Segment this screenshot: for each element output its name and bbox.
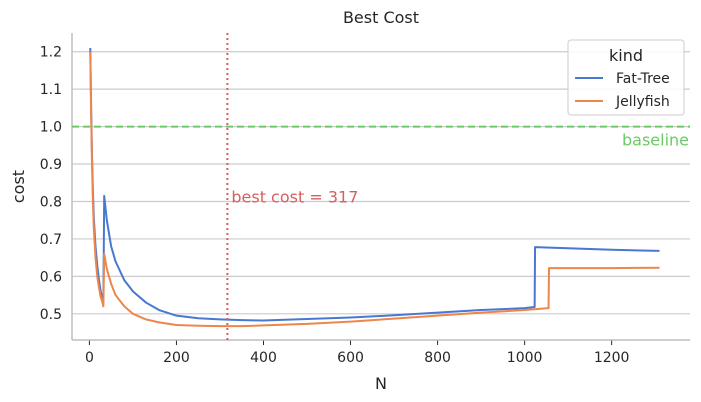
y-tick-label: 0.6 — [40, 269, 62, 285]
axes — [71, 33, 690, 345]
series-line-jellyfish — [89, 51, 660, 328]
y-tick-label: 0.7 — [40, 232, 62, 248]
y-tick-labels: 0.5 0.6 0.7 0.8 0.9 1.0 1.1 1.2 — [40, 45, 62, 323]
legend-entry-label: Jellyfish — [615, 94, 670, 110]
y-tick-label: 0.9 — [40, 157, 62, 173]
y-tick-label: 0.5 — [40, 307, 62, 323]
x-tick-label: 600 — [337, 350, 364, 366]
x-tick-label: 1200 — [594, 350, 630, 366]
best-cost-label: best cost = 317 — [231, 187, 358, 206]
x-axis-title: N — [375, 374, 387, 393]
x-tick-label: 0 — [85, 350, 94, 366]
x-tick-labels: 0 200 400 600 800 1000 1200 — [85, 350, 630, 366]
legend: kind Fat-Tree Jellyfish — [567, 39, 685, 116]
y-tick-label: 1.1 — [40, 82, 62, 98]
baseline-label: baseline — [622, 131, 689, 150]
plot-area — [89, 47, 660, 328]
y-axis-title: cost — [9, 170, 28, 203]
y-tick-label: 1.0 — [40, 120, 62, 136]
x-tick-label: 1000 — [507, 350, 543, 366]
y-tick-label: 1.2 — [40, 45, 62, 61]
legend-title: kind — [609, 46, 643, 65]
legend-entry-label: Fat-Tree — [616, 71, 670, 87]
x-tick-label: 400 — [250, 350, 277, 366]
x-tick-label: 800 — [424, 350, 451, 366]
x-tick-label: 200 — [163, 350, 190, 366]
y-tick-label: 0.8 — [40, 194, 62, 210]
chart-title: Best Cost — [343, 8, 419, 27]
annotations: baseline best cost = 317 — [72, 33, 690, 340]
legend-box — [567, 39, 685, 116]
series-line-fat-tree — [89, 47, 660, 322]
